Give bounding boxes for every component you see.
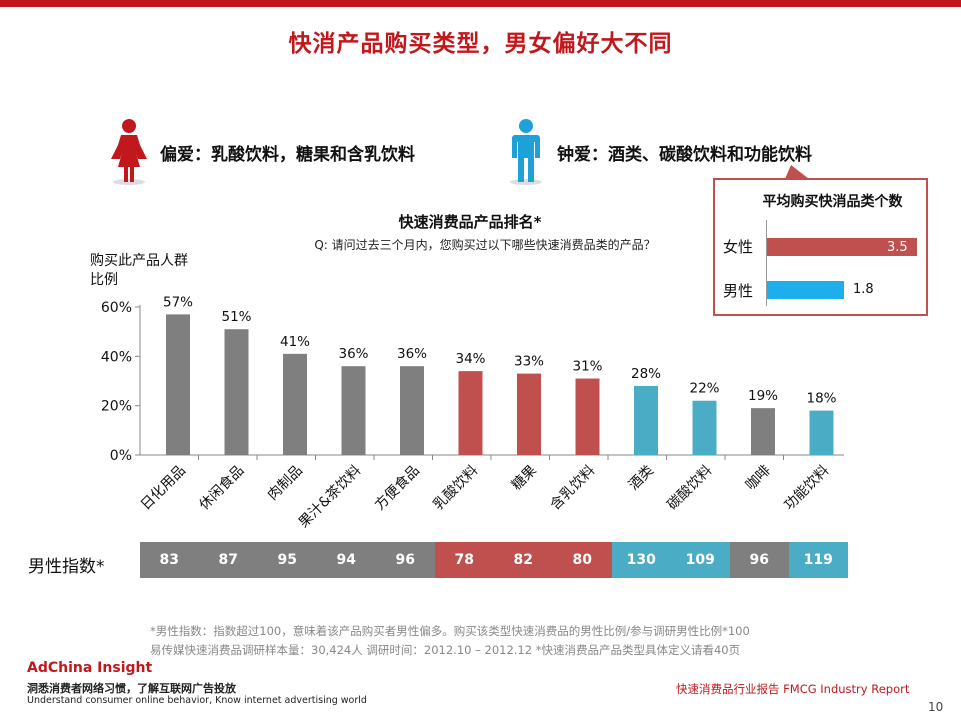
- bar-value-label: 34%: [455, 351, 485, 367]
- x-category-label: 乳酸饮料: [430, 463, 481, 514]
- male-index-cell: 82: [494, 542, 553, 578]
- bar: [634, 385, 658, 455]
- bar: [692, 400, 717, 455]
- x-category-label: 酒类: [626, 463, 657, 494]
- male-index-label: 男性指数*: [28, 557, 105, 577]
- male-index-cell: 119: [789, 542, 848, 578]
- bar-value-label: 22%: [689, 381, 719, 397]
- male-index-cell: 130: [612, 542, 671, 578]
- bar: [341, 366, 366, 455]
- top-accent-bar: [0, 0, 961, 7]
- x-category-label: 糖果: [509, 463, 540, 494]
- avg-label-female: 女性: [723, 238, 754, 256]
- bar: [517, 373, 541, 455]
- y-tick-label: 20%: [101, 399, 132, 415]
- footnote: *男性指数：指数超过100，意味着该产品购买者男性偏多。购买该类型快速消费品的男…: [150, 622, 850, 660]
- y-tick-label: 40%: [101, 349, 132, 365]
- bar: [400, 366, 424, 455]
- male-index-row: 83 87 95 94 96 78 82 80 130 109 96 119: [140, 542, 848, 578]
- bar-value-label: 36%: [338, 346, 368, 362]
- avg-value-female: 3.5: [887, 240, 908, 255]
- male-person-icon: [510, 119, 542, 185]
- bar-value-label: 57%: [163, 294, 193, 310]
- x-category-label: 含乳饮料: [547, 463, 598, 514]
- page-number: 10: [928, 700, 944, 714]
- x-category-label: 咖啡: [743, 463, 774, 494]
- male-index-cell: 80: [553, 542, 612, 578]
- brand-name: AdChina Insight: [27, 660, 153, 676]
- bar-value-label: 28%: [631, 366, 661, 382]
- footnote-line-2: 易传媒快速消费品调研样本量：30,424人 调研时间：2012.10 – 201…: [150, 643, 741, 657]
- footnote-line-1: *男性指数：指数超过100，意味着该产品购买者男性偏多。购买该类型快速消费品的男…: [150, 624, 750, 638]
- male-preference-text: 钟爱：酒类、碳酸饮料和功能饮料: [557, 144, 812, 165]
- chart-question: Q: 请问过去三个月内，您购买过以下哪些快速消费品类的产品？: [314, 238, 656, 252]
- male-index-cell: 78: [435, 542, 494, 578]
- female-preference-text: 偏爱：乳酸饮料，糖果和含乳饮料: [160, 144, 415, 165]
- avg-bar-male: [767, 281, 844, 299]
- male-preference: 钟爱：酒类、碳酸饮料和功能饮料: [505, 118, 812, 186]
- page-title: 快消产品购买类型，男女偏好大不同: [288, 31, 673, 57]
- female-preference: 偏爱：乳酸饮料，糖果和含乳饮料: [108, 118, 415, 186]
- bar: [458, 371, 483, 455]
- male-index-cell: 87: [199, 542, 258, 578]
- x-category-label: 方便食品: [371, 462, 423, 514]
- brand-tagline-cn: 洞悉消费者网络习惯，了解互联网广告投放: [27, 682, 236, 695]
- bar-value-label: 18%: [806, 391, 836, 407]
- male-index-cell: 94: [317, 542, 376, 578]
- y-tick-label: 60%: [101, 300, 132, 316]
- bar-value-label: 51%: [221, 309, 251, 325]
- x-category-label: 碳酸饮料: [664, 463, 715, 514]
- bar-value-label: 36%: [397, 346, 427, 362]
- report-label: 快速消费品行业报告 FMCG Industry Report: [676, 682, 910, 696]
- male-index-cell: 95: [258, 542, 317, 578]
- brand-tagline-en: Understand consumer online behavior, Kno…: [27, 695, 367, 706]
- chart-title: 快速消费品产品排名*: [398, 213, 542, 231]
- male-index-cell: 83: [140, 542, 199, 578]
- x-category-label: 休闲食品: [196, 462, 248, 514]
- x-category-label: 功能饮料: [781, 463, 832, 514]
- x-category-label: 果汁&茶饮料: [296, 463, 365, 532]
- x-category-label: 肉制品: [265, 463, 306, 504]
- avg-value-male: 1.8: [853, 282, 874, 297]
- avg-label-male: 男性: [723, 282, 754, 300]
- bar-value-label: 41%: [280, 334, 310, 350]
- bar-value-label: 19%: [748, 388, 778, 404]
- bar-chart: 0% 20% 40% 60% 57% 日化用品 51% 休闲食品 41% 肉制品 36% 果汁&茶饮料…: [101, 294, 844, 532]
- bar: [283, 353, 307, 455]
- average-category-count-box: 平均购买快消品类个数 女性 3.5 男性 1.8: [713, 165, 928, 316]
- female-person-icon: [111, 119, 147, 185]
- male-index-cell: 96: [730, 542, 789, 578]
- bar: [751, 408, 775, 455]
- bar: [575, 378, 600, 455]
- male-index-cell: 109: [671, 542, 730, 578]
- average-box-axis: [766, 220, 767, 306]
- bar: [224, 329, 249, 455]
- chart-y-axis-label: 购买此产品人群比例: [90, 253, 188, 288]
- average-box-title: 平均购买快消品类个数: [762, 194, 903, 210]
- bar: [166, 314, 190, 455]
- bar-value-label: 31%: [572, 359, 602, 375]
- bar: [809, 410, 834, 455]
- bar-value-label: 33%: [514, 354, 544, 370]
- y-tick-label: 0%: [110, 448, 132, 464]
- x-category-label: 日化用品: [138, 463, 189, 514]
- male-index-cell: 96: [376, 542, 435, 578]
- avg-bar-female: [767, 238, 917, 256]
